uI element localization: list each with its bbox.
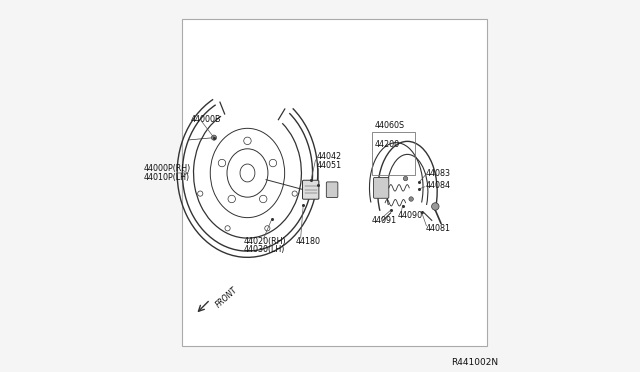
FancyBboxPatch shape (303, 180, 319, 199)
Text: 44081: 44081 (426, 224, 451, 233)
Text: 44051: 44051 (317, 161, 342, 170)
Circle shape (403, 176, 408, 181)
Circle shape (431, 203, 439, 210)
Text: 44000P(RH): 44000P(RH) (143, 164, 191, 173)
Bar (372, 132, 415, 175)
Text: 44091: 44091 (372, 216, 397, 225)
Circle shape (409, 197, 413, 201)
Text: 44030(LH): 44030(LH) (244, 245, 285, 254)
FancyBboxPatch shape (374, 177, 389, 198)
Text: 44042: 44042 (316, 153, 341, 161)
Text: 44084: 44084 (426, 181, 451, 190)
Text: R441002N: R441002N (451, 358, 499, 367)
Text: 44083: 44083 (426, 169, 451, 178)
Bar (182, 19, 488, 346)
Text: 44180: 44180 (296, 237, 321, 246)
Text: 44020(RH): 44020(RH) (244, 237, 286, 246)
FancyBboxPatch shape (326, 182, 338, 198)
Text: FRONT: FRONT (214, 286, 239, 310)
Text: 44010P(LH): 44010P(LH) (143, 173, 189, 182)
Text: 44200: 44200 (375, 140, 400, 149)
Text: 44090: 44090 (398, 211, 423, 220)
Text: 44060S: 44060S (375, 121, 405, 130)
Circle shape (211, 135, 216, 140)
Text: 44000B: 44000B (191, 115, 221, 124)
